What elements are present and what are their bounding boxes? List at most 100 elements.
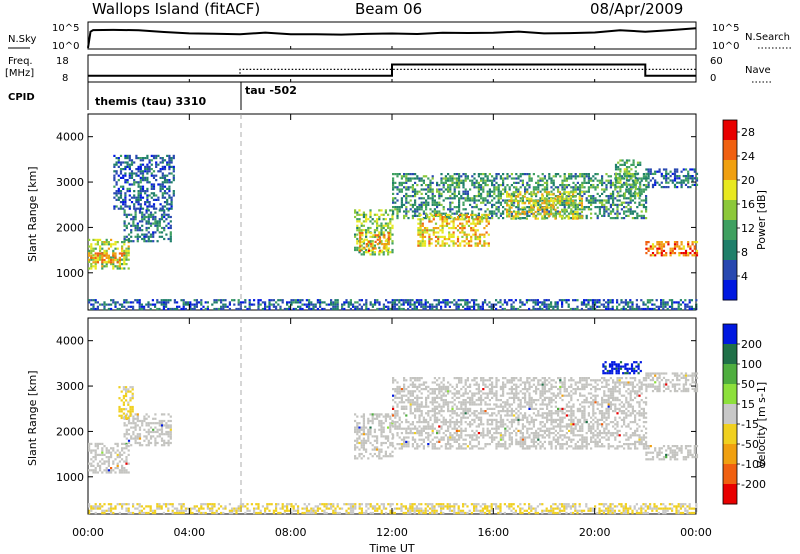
velocity-cell xyxy=(123,442,126,445)
power-cell xyxy=(414,192,417,195)
power-cell xyxy=(680,179,683,182)
power-cell xyxy=(373,235,376,238)
velocity-cell xyxy=(373,428,376,431)
power-cell xyxy=(137,168,140,171)
power-cell xyxy=(123,243,126,246)
power-cell xyxy=(442,184,445,187)
power-cell xyxy=(598,179,601,182)
velocity-cell xyxy=(145,422,148,425)
velocity-cell xyxy=(365,433,368,436)
power-cell xyxy=(400,184,403,187)
power-cell xyxy=(248,301,251,304)
velocity-cell xyxy=(125,414,128,417)
velocity-cell xyxy=(121,467,124,470)
power-cell xyxy=(132,305,135,308)
power-cell xyxy=(420,179,423,182)
power-cell xyxy=(147,231,150,234)
velocity-cell xyxy=(422,445,425,448)
power-cell xyxy=(405,179,408,182)
power-cell xyxy=(166,161,169,164)
power-cell xyxy=(515,206,518,209)
power-cell xyxy=(420,208,423,211)
power-cell xyxy=(159,187,162,190)
velocity-cell xyxy=(90,451,93,454)
velocity-cell xyxy=(431,427,434,430)
velocity-cell xyxy=(123,460,126,463)
power-cell xyxy=(319,301,322,304)
power-cell xyxy=(159,183,162,186)
power-cell xyxy=(123,240,126,243)
power-cell xyxy=(543,214,546,217)
power-cell xyxy=(658,241,661,244)
power-cell xyxy=(117,179,120,182)
power-cell xyxy=(686,305,689,308)
velocity-cell xyxy=(131,410,134,413)
power-cell xyxy=(616,307,619,311)
power-cell xyxy=(471,210,474,213)
power-cell xyxy=(525,191,528,194)
power-cell xyxy=(144,190,147,193)
power-cell xyxy=(419,222,422,225)
power-cell xyxy=(387,243,390,246)
power-cell xyxy=(503,307,506,311)
power-cell xyxy=(128,194,131,197)
power-cell xyxy=(521,212,524,215)
power-cell xyxy=(450,235,453,238)
velocity-cell xyxy=(425,399,428,402)
power-cell xyxy=(125,238,128,241)
velocity-cell xyxy=(136,437,139,440)
velocity-cell xyxy=(394,423,397,426)
power-cell xyxy=(136,226,139,230)
power-y-tick-label: 2000 xyxy=(56,221,84,234)
power-cell xyxy=(510,177,513,180)
power-cell xyxy=(456,238,460,241)
power-cell xyxy=(103,261,106,264)
power-cell xyxy=(607,214,610,217)
velocity-cell xyxy=(444,423,447,426)
power-cell xyxy=(128,176,131,179)
velocity-cell xyxy=(471,379,474,382)
velocity-cell xyxy=(480,432,483,435)
power-cell xyxy=(634,166,637,169)
power-cell xyxy=(488,192,491,195)
power-cell xyxy=(430,229,433,232)
power-cell xyxy=(191,307,194,311)
power-cell xyxy=(389,301,392,304)
power-cell xyxy=(616,212,619,215)
power-cell xyxy=(453,192,456,195)
velocity-cell xyxy=(442,385,445,388)
power-cell xyxy=(130,240,133,243)
power-cell xyxy=(152,231,155,234)
power-cell xyxy=(99,303,102,306)
power-cell xyxy=(417,218,420,221)
power-cell xyxy=(184,307,187,311)
power-cell xyxy=(378,249,382,252)
power-cell xyxy=(90,307,93,311)
velocity-cell xyxy=(420,388,423,391)
power-cell xyxy=(687,241,690,244)
power-cell xyxy=(436,212,439,215)
velocity-cell xyxy=(455,396,458,399)
power-cell xyxy=(365,220,368,223)
velocity-cell xyxy=(473,414,476,417)
velocity-cell xyxy=(458,425,461,428)
power-cell xyxy=(248,299,251,302)
velocity-cell xyxy=(169,424,172,427)
power-cell xyxy=(428,238,431,241)
velocity-cell xyxy=(132,437,135,440)
velocity-cell xyxy=(442,403,445,406)
power-cell xyxy=(123,229,126,232)
power-cell xyxy=(268,303,271,306)
power-cell xyxy=(581,186,584,189)
velocity-cell xyxy=(125,408,128,411)
power-cell xyxy=(380,229,383,232)
power-cell xyxy=(684,183,688,186)
power-cell xyxy=(657,307,660,311)
power-cell xyxy=(642,214,645,217)
velocity-cell xyxy=(105,449,108,452)
power-cell xyxy=(481,244,484,247)
velocity-cell xyxy=(431,432,434,435)
power-cell xyxy=(121,303,124,306)
velocity-cell xyxy=(167,441,170,445)
power-cell xyxy=(594,199,597,202)
